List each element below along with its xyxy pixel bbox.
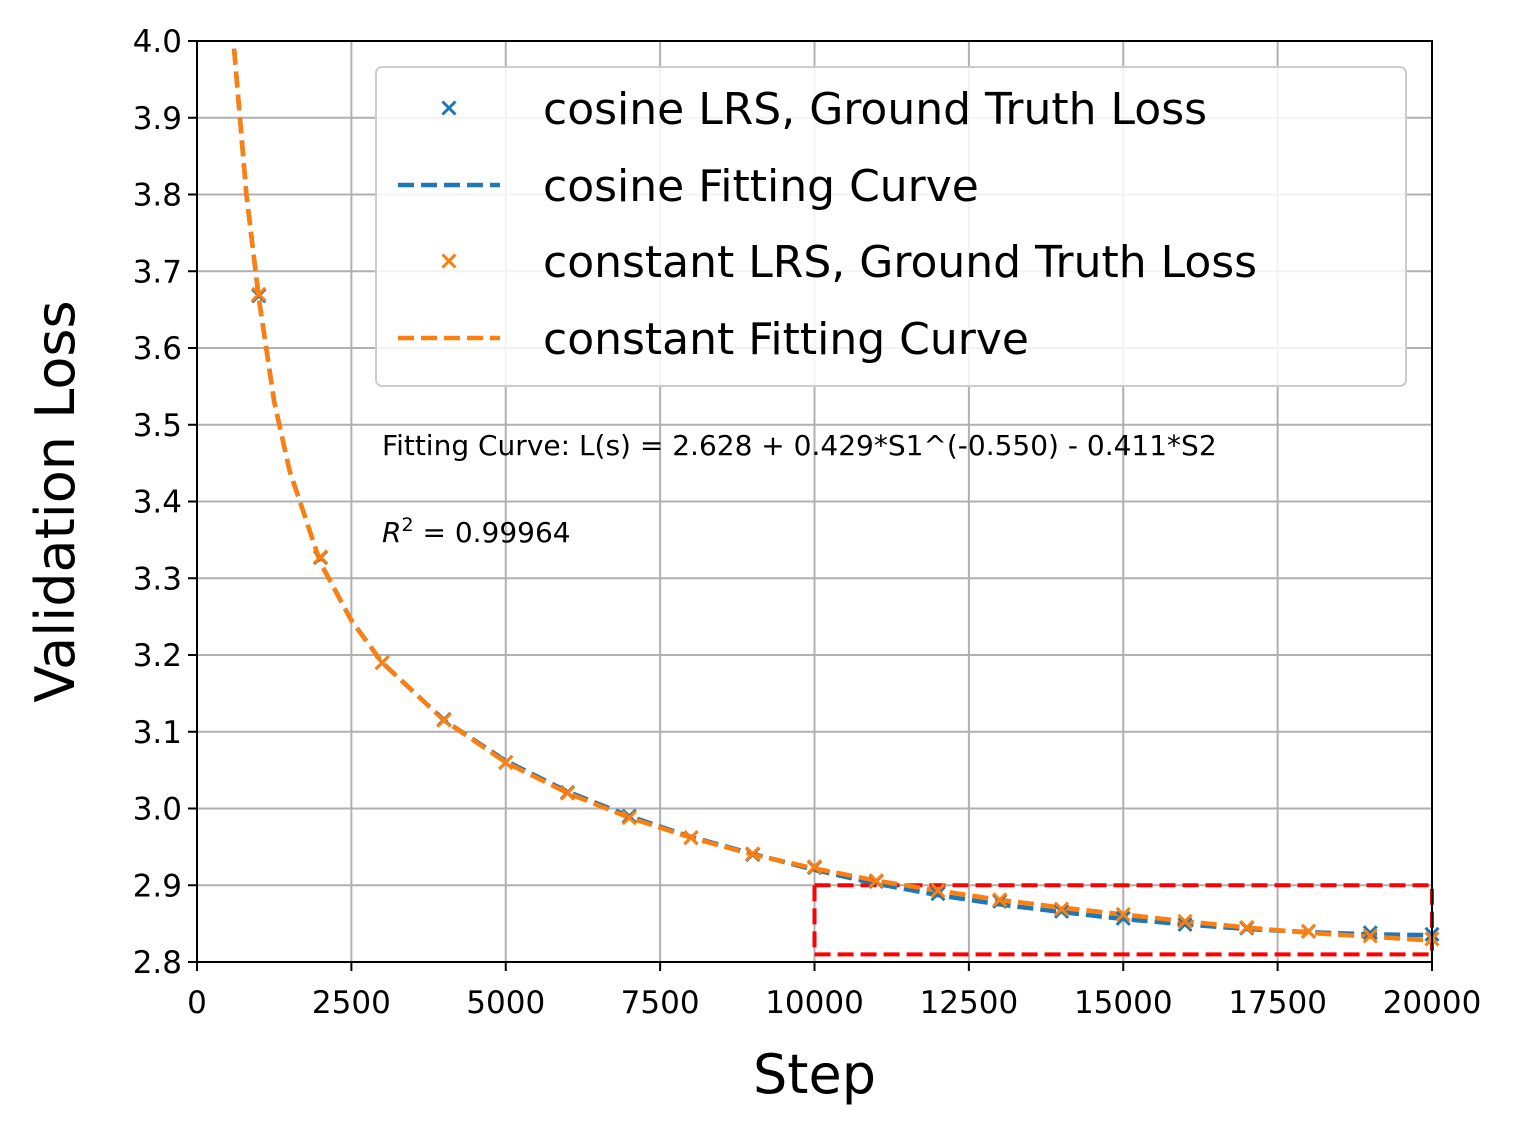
legend-label-constant-fitting-curve: constant Fitting Curve [543,314,1029,365]
x-tick-label: 10000 [765,985,864,1021]
y-tick-label: 3.2 [133,638,182,674]
marker-stroke [1300,923,1317,939]
marker-stroke [1239,919,1255,936]
data-point-cosine-lrs-ground-truth-loss [930,886,946,902]
legend-symbols [398,100,500,341]
data-point-constant-lrs-ground-truth-loss [1300,923,1317,939]
data-point-constant-lrs-ground-truth-loss [930,883,946,899]
data-point-constant-lrs-ground-truth-loss [374,655,390,671]
y-tick-label: 3.7 [133,254,182,290]
marker-stroke [745,846,761,862]
marker-stroke [1362,928,1378,944]
marker-stroke [930,883,946,899]
y-tick-label: 3.9 [133,101,182,137]
r-squared-annotation: R2 = 0.99964 [382,514,571,549]
marker-stroke [251,286,267,302]
marker-stroke [621,810,637,826]
marker-stroke [1177,916,1193,932]
data-point-constant-lrs-ground-truth-loss [1053,901,1070,917]
data-point-constant-lrs-ground-truth-loss [683,830,699,846]
r-squared-symbol: R [382,516,401,549]
y-tick-label: 3.8 [133,178,182,214]
series-layer [231,48,1440,947]
data-point-cosine-lrs-ground-truth-loss [1177,916,1193,932]
x-tick-label: 0 [187,985,207,1021]
x-tick-label: 12500 [920,985,1019,1021]
data-point-constant-lrs-ground-truth-loss [1239,919,1255,936]
data-point-constant-lrs-ground-truth-loss [312,549,329,565]
x-tick-label: 2500 [312,985,391,1021]
data-point-constant-lrs-ground-truth-loss [498,754,514,771]
data-point-constant-lrs-ground-truth-loss [1362,928,1378,944]
marker-stroke [498,754,514,771]
y-tick-label: 3.4 [133,485,182,521]
y-tick-label: 2.9 [133,868,182,904]
fit-formula-annotation: Fitting Curve: L(s) = 2.628 + 0.429*S1^(… [382,429,1217,462]
r-squared-value: = 0.99964 [414,516,571,549]
r-squared-exponent: 2 [401,514,413,536]
data-point-constant-lrs-ground-truth-loss [745,846,761,862]
legend: cosine LRS, Ground Truth Loss cosine Fit… [375,66,1407,387]
legend-label-constant-ground-truth: constant LRS, Ground Truth Loss [543,237,1257,288]
data-point-constant-lrs-ground-truth-loss [1177,913,1193,929]
marker-stroke [436,712,452,728]
data-point-cosine-lrs-ground-truth-loss [1053,903,1070,919]
data-point-constant-lrs-ground-truth-loss [868,873,884,889]
y-tick-label: 3.5 [133,408,182,444]
y-tick-label: 3.0 [133,792,182,828]
legend-marker-symbol [441,100,457,116]
y-tick-label: 2.8 [133,945,182,981]
data-point-cosine-lrs-ground-truth-loss [1115,910,1131,926]
marker-stroke [559,785,576,801]
marker-stroke [992,892,1008,908]
data-point-constant-lrs-ground-truth-loss [559,785,576,801]
marker-stroke [1115,906,1131,922]
legend-label-cosine-ground-truth: cosine LRS, Ground Truth Loss [543,84,1207,135]
x-tick-label: 5000 [466,985,545,1021]
data-point-constant-lrs-ground-truth-loss [1115,906,1131,922]
marker-stroke [1177,913,1193,929]
legend-box [375,66,1407,387]
marker-stroke [374,655,390,671]
x-axis-title: Step [753,1043,876,1106]
data-point-constant-lrs-ground-truth-loss [992,892,1008,908]
y-axis-title: Validation Loss [24,300,87,702]
y-tick-label: 3.3 [133,561,182,597]
x-tick-label: 20000 [1383,985,1482,1021]
marker-stroke [312,549,329,565]
marker-stroke [930,886,946,902]
data-point-constant-lrs-ground-truth-loss [621,810,637,826]
marker-stroke [1053,901,1070,917]
marker-stroke [441,100,457,116]
marker-stroke [1362,925,1378,941]
data-point-constant-lrs-ground-truth-loss [436,712,452,728]
marker-stroke [868,873,884,889]
y-tick-label: 3.1 [133,715,182,751]
data-point-constant-lrs-ground-truth-loss [251,286,267,302]
data-point-constant-lrs-ground-truth-loss [806,859,823,875]
marker-stroke [806,859,823,875]
y-tick-label: 4.0 [133,24,182,60]
marker-stroke [1115,910,1131,926]
x-tick-label: 15000 [1074,985,1173,1021]
axis-ticks: 0 2500 5000 7500 10000 12500 15000 17500 20000 2.… [133,24,1482,1021]
legend-marker-symbol [441,253,457,269]
marker-stroke [683,830,699,846]
x-tick-label: 17500 [1228,985,1327,1021]
marker-stroke [441,253,457,269]
legend-label-cosine-fitting-curve: cosine Fitting Curve [543,161,979,212]
data-point-cosine-lrs-ground-truth-loss [1362,925,1378,941]
marker-stroke [1053,903,1070,919]
x-tick-label: 7500 [621,985,700,1021]
y-tick-label: 3.6 [133,331,182,367]
